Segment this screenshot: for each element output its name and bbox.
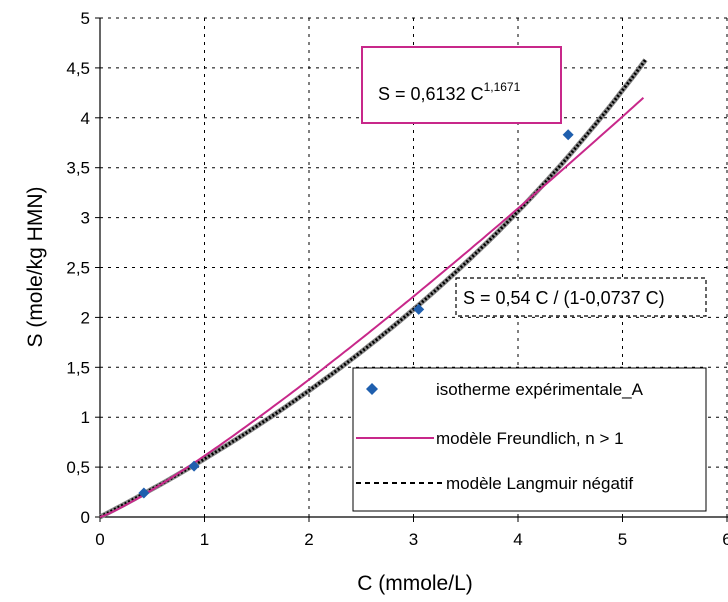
freundlich-equation-box: S = 0,6132 C1,1671 <box>361 46 562 124</box>
langmuir-equation-box: S = 0,54 C / (1-0,0737 C) <box>455 277 707 317</box>
x-tick-labels: 0 1 2 3 4 5 6 <box>95 530 728 549</box>
x-tick-label: 6 <box>722 530 728 549</box>
y-tick-label: 0,5 <box>66 458 90 477</box>
y-tick-label: 3 <box>81 209 90 228</box>
y-axis-label: S (mole/kg HMN) <box>24 186 47 347</box>
y-tick-label: 1,5 <box>66 358 90 377</box>
x-axis-label: C (mmole/L) <box>357 572 473 595</box>
legend-item-experimental: isotherme expérimentale_A <box>366 380 644 399</box>
y-tick-label: 0 <box>81 508 90 527</box>
x-tick-label: 3 <box>409 530 418 549</box>
x-tick-label: 0 <box>95 530 104 549</box>
data-point <box>413 303 425 315</box>
data-point <box>188 460 200 472</box>
y-tick-label: 1 <box>81 408 90 427</box>
legend: isotherme expérimentale_A modèle Freundl… <box>352 367 707 512</box>
axes <box>95 17 728 522</box>
data-points <box>138 129 574 499</box>
legend-label-freundlich: modèle Freundlich, n > 1 <box>436 429 624 448</box>
y-tick-label: 4 <box>81 109 90 128</box>
x-tick-label: 2 <box>304 530 313 549</box>
legend-label-experimental: isotherme expérimentale_A <box>436 380 644 399</box>
langmuir-line <box>99 58 647 519</box>
data-point <box>562 129 574 141</box>
x-tick-label: 5 <box>618 530 627 549</box>
x-tick-label: 4 <box>513 530 522 549</box>
y-tick-label: 2 <box>81 308 90 327</box>
legend-item-freundlich: modèle Freundlich, n > 1 <box>356 429 624 448</box>
y-tick-label: 4,5 <box>66 59 90 78</box>
freundlich-equation-text: S = 0,6132 C1,1671 <box>378 80 521 104</box>
legend-item-langmuir: modèle Langmuir négatif <box>356 474 633 493</box>
y-tick-labels: 0 0,5 1 1,5 2 2,5 3 3,5 4 4,5 5 <box>66 9 90 527</box>
langmuir-equation-text: S = 0,54 C / (1-0,0737 C) <box>463 288 665 308</box>
y-tick-label: 2,5 <box>66 259 90 278</box>
y-tick-label: 5 <box>81 9 90 28</box>
y-tick-label: 3,5 <box>66 159 90 178</box>
data-point <box>138 487 150 499</box>
legend-marker-diamond <box>366 383 378 395</box>
legend-label-langmuir: modèle Langmuir négatif <box>446 474 633 493</box>
x-tick-label: 1 <box>200 530 209 549</box>
